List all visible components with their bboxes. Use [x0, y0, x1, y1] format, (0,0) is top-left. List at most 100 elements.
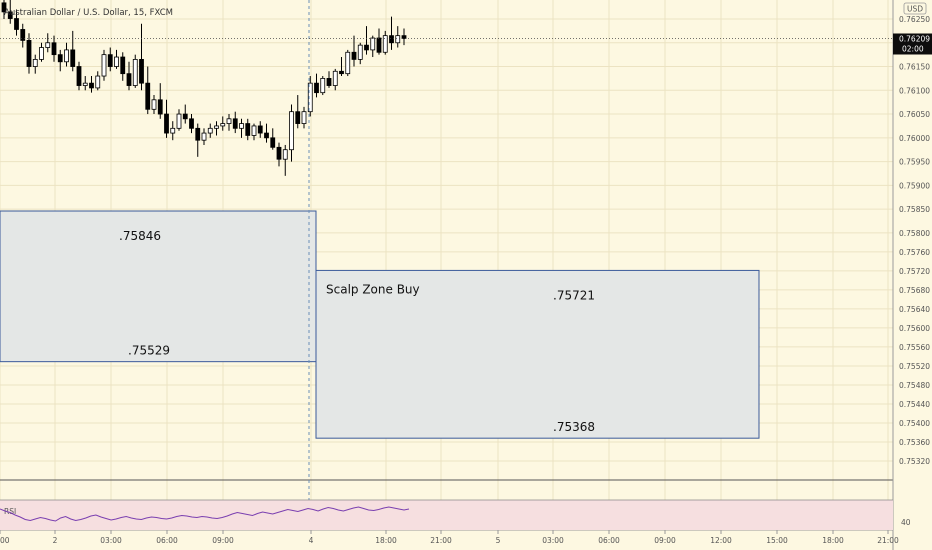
candle-body — [51, 42, 57, 56]
candle-body — [95, 75, 101, 89]
zone-name-label: Scalp Zone Buy — [326, 282, 420, 296]
candle-body — [164, 113, 169, 134]
candle-body — [251, 125, 257, 136]
zone-box — [0, 210, 317, 363]
price-tick-label: 0.75950 — [899, 158, 930, 167]
price-tick-label: 0.75480 — [899, 381, 930, 390]
candle-body — [270, 137, 276, 148]
candle-body — [339, 70, 344, 75]
candle-body — [276, 146, 282, 160]
candle-body — [345, 51, 351, 75]
candle-body — [64, 49, 69, 63]
candle-body — [189, 118, 194, 129]
time-tick-label: 18:00 — [375, 536, 397, 545]
rsi-line — [0, 506, 410, 522]
time-tick-label: 21:00 — [877, 536, 899, 545]
chart-overlays — [0, 0, 893, 530]
price-tick-label: 0.75360 — [899, 438, 930, 447]
candle-body — [282, 149, 288, 160]
candle-body — [226, 118, 232, 124]
price-axis-bg — [893, 0, 932, 550]
price-tick-label: 0.75320 — [899, 457, 930, 466]
time-tick-label: 18:00 — [822, 536, 844, 545]
candle-body — [239, 123, 244, 129]
candle-body — [57, 54, 63, 63]
price-tick-label: 0.75600 — [899, 324, 930, 333]
price-zones[interactable]: .75846 .75529 .75721 .75368 Scalp Zone Buy — [0, 210, 760, 439]
candle-body — [70, 49, 76, 67]
candle-body — [120, 56, 126, 75]
price-axis[interactable]: 0.762500.762000.761500.761000.760500.760… — [892, 0, 932, 550]
candle-body — [245, 123, 251, 136]
candle-body — [301, 111, 307, 124]
candle-body — [101, 54, 107, 77]
candle-body — [114, 56, 119, 67]
candle-series — [1, 0, 407, 176]
last-price-countdown: 02:00 — [902, 44, 924, 53]
time-tick-label: 5 — [496, 536, 501, 545]
candle-body — [332, 70, 338, 86]
price-tick-label: 0.75760 — [899, 248, 930, 257]
time-tick-label: 03:00 — [542, 536, 564, 545]
candle-body — [289, 111, 294, 151]
price-tick-label: 0.75400 — [899, 419, 930, 428]
price-tick-label: 0.76250 — [899, 15, 930, 24]
candle-body — [45, 42, 51, 48]
candle-body — [314, 82, 319, 94]
zone-top-label: .75721 — [553, 288, 595, 302]
candle-body — [214, 125, 219, 129]
time-tick-label: 09:00 — [212, 536, 234, 545]
candle-body — [170, 127, 176, 134]
price-tick-label: 0.75640 — [899, 305, 930, 314]
chart-title: Australian Dollar / U.S. Dollar, 15, FXC… — [4, 8, 173, 18]
zone-box — [315, 269, 760, 439]
rsi-level-label: 40 — [901, 518, 911, 527]
candle-body — [82, 82, 88, 86]
candle-body — [132, 59, 138, 86]
time-tick-label: 2 — [53, 536, 58, 545]
zone-top-label: .75846 — [119, 229, 161, 243]
candle-body — [145, 82, 151, 110]
candle-body — [201, 132, 207, 141]
candle-body — [401, 35, 407, 39]
time-tick-label: 03:00 — [100, 536, 122, 545]
price-tick-label: 0.75440 — [899, 400, 930, 409]
candle-body — [326, 78, 332, 86]
candle-body — [157, 99, 163, 115]
price-tick-label: 0.75560 — [899, 343, 930, 352]
rsi-band — [0, 500, 893, 530]
price-tick-label: 0.75720 — [899, 267, 930, 276]
time-tick-label: 06:00 — [598, 536, 620, 545]
time-tick-label: 06:00 — [156, 536, 178, 545]
candle-body — [26, 39, 32, 67]
time-tick-label: 12:00 — [710, 536, 732, 545]
candle-body — [307, 82, 313, 113]
price-tick-label: 0.76150 — [899, 63, 930, 72]
candle-body — [151, 99, 157, 110]
time-tick-label: 4 — [309, 536, 314, 545]
time-axis[interactable]: 00 2 03:00 06:00 09:00 4 18:00 21:00 5 03:00 06:00… — [0, 530, 899, 545]
candle-body — [389, 35, 394, 44]
rsi-pane[interactable]: RSI 40 — [0, 499, 911, 530]
zone-bottom-label: .75529 — [128, 344, 170, 358]
candle-body — [20, 29, 26, 41]
candle-body — [126, 73, 132, 86]
currency-badge — [903, 2, 927, 15]
candle-body — [382, 35, 388, 53]
candle-body — [182, 113, 188, 120]
last-price-label: 0.76209 — [899, 34, 930, 43]
candle-body — [295, 111, 301, 124]
candle-body — [107, 54, 113, 67]
time-tick-label: 21:00 — [430, 536, 452, 545]
price-tick-label: 0.75800 — [899, 229, 930, 238]
time-tick-label: 15:00 — [766, 536, 788, 545]
candle-body — [176, 113, 182, 129]
candle-body — [76, 66, 82, 86]
candle-body — [232, 118, 238, 129]
candle-body — [14, 18, 19, 30]
time-tick-label: 00 — [0, 536, 10, 545]
candle-body — [207, 127, 213, 134]
price-tick-label: 0.75520 — [899, 362, 930, 371]
candle-body — [32, 59, 38, 67]
